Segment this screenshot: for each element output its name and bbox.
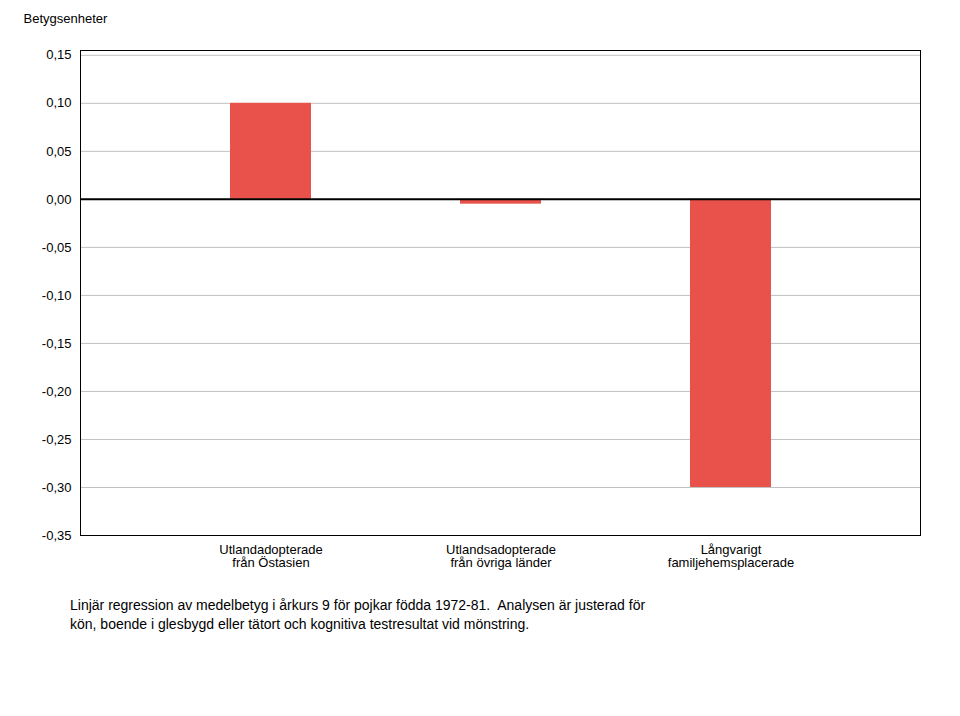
svg-text:Utlandadopteradefrån Östasien: Utlandadopteradefrån Östasien xyxy=(219,542,322,570)
svg-text:Långvarigtfamiljehemsplacerade: Långvarigtfamiljehemsplacerade xyxy=(668,542,794,570)
svg-text:Betygsenheter: Betygsenheter xyxy=(24,11,109,26)
svg-text:Utlandsadopteradefrån övriga l: Utlandsadopteradefrån övriga länder xyxy=(446,542,556,570)
html-text:Linjär regression av medelbety: Linjär regression av medelbetyg i årkurs… xyxy=(70,597,646,632)
svg-text:-0,30: -0,30 xyxy=(42,480,72,495)
svg-text:-0,25: -0,25 xyxy=(42,432,72,447)
svg-text:-0,05: -0,05 xyxy=(42,240,72,255)
svg-text:0,00: 0,00 xyxy=(46,192,71,207)
svg-text:0,10: 0,10 xyxy=(46,95,71,110)
svg-text:0,15: 0,15 xyxy=(46,47,71,62)
svg-text:-0,35: -0,35 xyxy=(42,528,72,543)
svg-text:-0,10: -0,10 xyxy=(42,288,72,303)
svg-text:-0,15: -0,15 xyxy=(42,336,72,351)
svg-text:-0,20: -0,20 xyxy=(42,384,72,399)
svg-text:0,05: 0,05 xyxy=(46,144,71,159)
